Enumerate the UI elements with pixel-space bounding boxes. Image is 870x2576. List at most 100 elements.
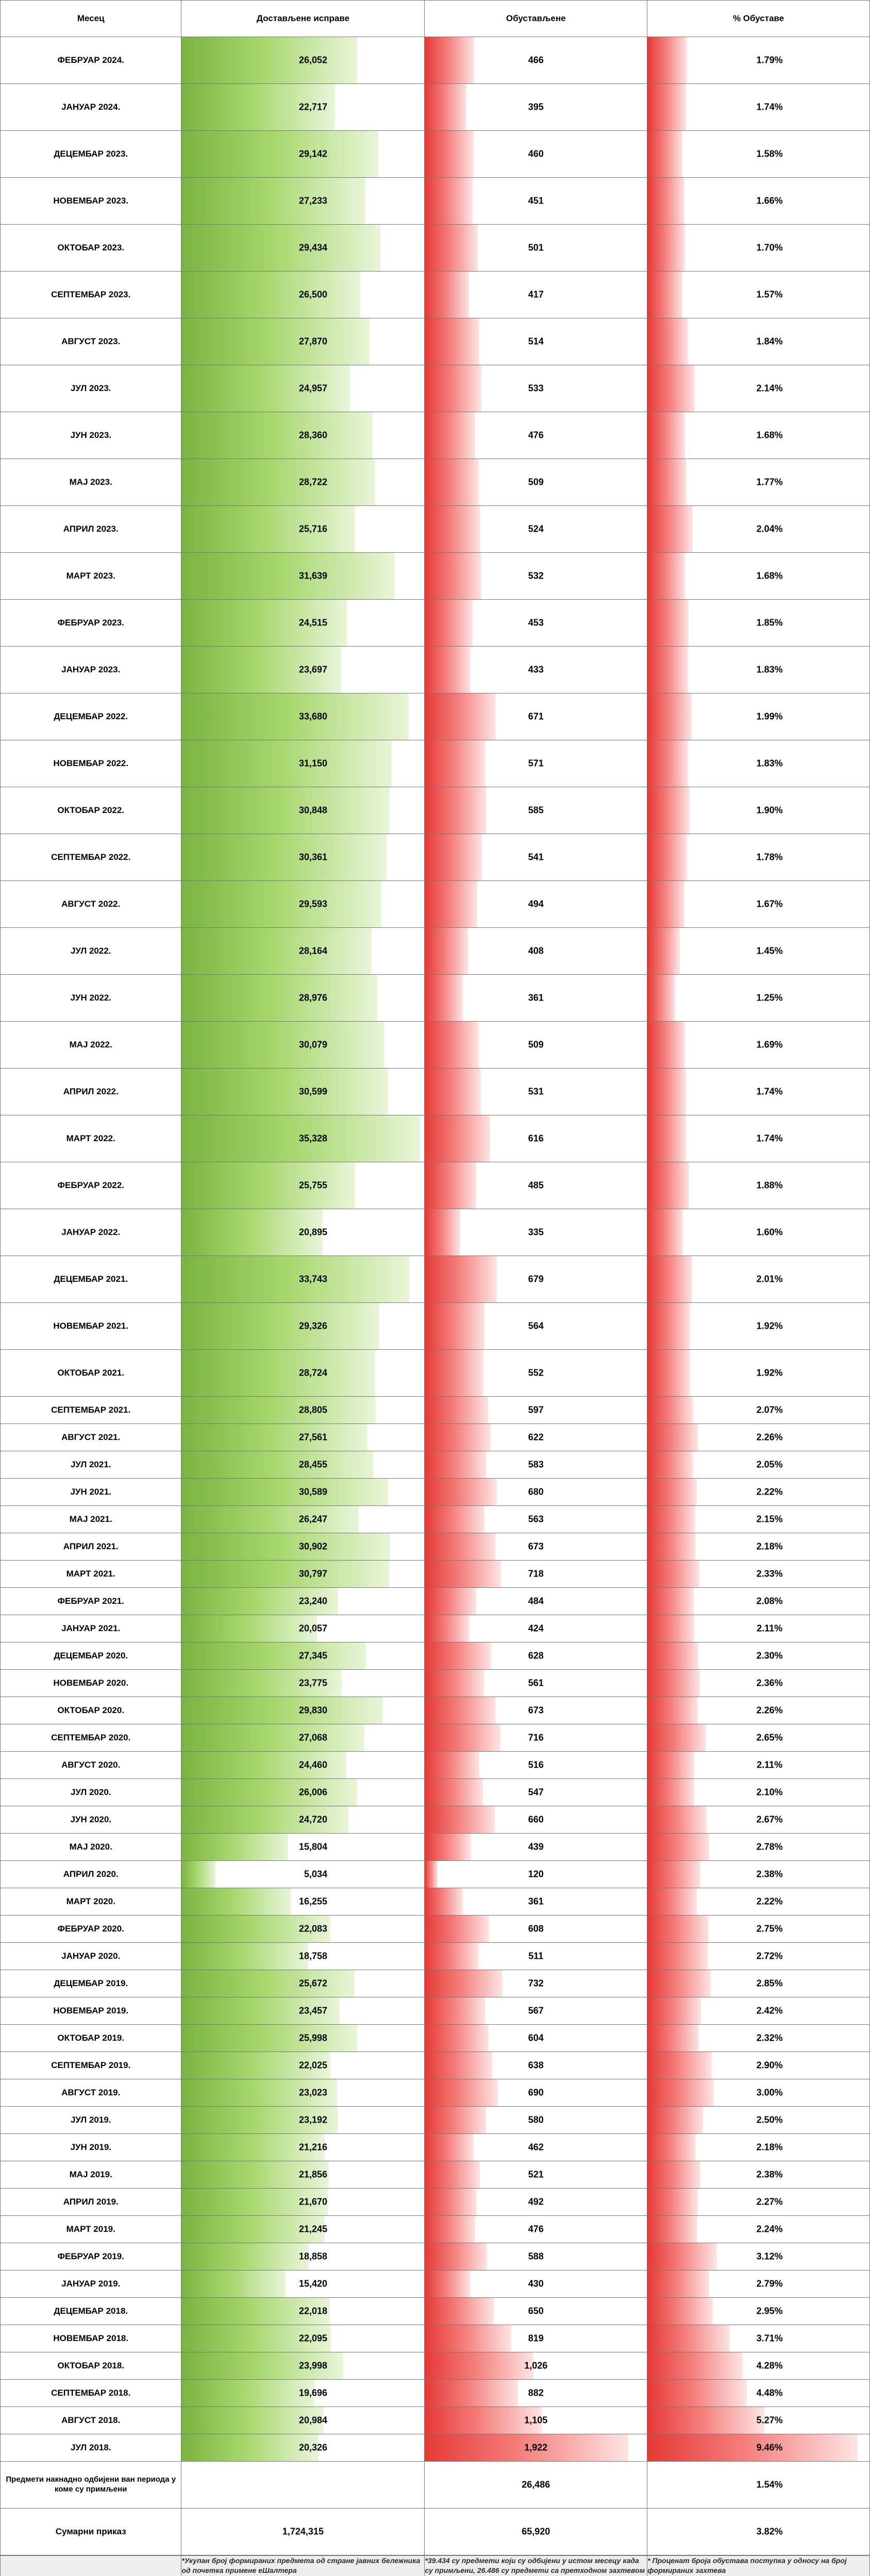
stops-bar bbox=[425, 1697, 496, 1724]
stops-bar bbox=[425, 2270, 470, 2297]
stops-bar bbox=[425, 1424, 491, 1451]
month-label: ЈУЛ 2021. bbox=[1, 1460, 181, 1470]
month-label: ЈАНУАР 2022. bbox=[1, 1227, 181, 1238]
pct-value: 2.42% bbox=[757, 2006, 783, 2016]
docs-value: 33,743 bbox=[299, 1274, 327, 1285]
month-label: ЈУН 2019. bbox=[1, 2142, 181, 2153]
table-row: ДЕЦЕМБАР 2018.22,0186502.95% bbox=[1, 2298, 870, 2325]
stops-bar bbox=[425, 1888, 463, 1915]
docs-value: 22,018 bbox=[299, 2306, 327, 2317]
docs-bar bbox=[181, 2434, 319, 2461]
docs-bar bbox=[181, 272, 360, 318]
stops-bar bbox=[425, 1806, 494, 1833]
stops-bar bbox=[425, 1069, 481, 1115]
month-label: МАРТ 2022. bbox=[1, 1133, 181, 1144]
stops-bar bbox=[425, 1861, 438, 1888]
pct-value: 2.36% bbox=[757, 1678, 783, 1689]
pct-value: 2.04% bbox=[757, 524, 783, 535]
table-row: СЕПТЕМБАР 2018.19,6968824.48% bbox=[1, 2380, 870, 2407]
table-row: ЈУЛ 2018.20,3261,9229.46% bbox=[1, 2434, 870, 2462]
docs-bar bbox=[181, 881, 381, 927]
table-row: АПРИЛ 2023.25,7165242.04% bbox=[1, 506, 870, 553]
month-label: АПРИЛ 2023. bbox=[1, 524, 181, 534]
pct-value: 2.15% bbox=[757, 1514, 783, 1525]
docs-bar bbox=[181, 225, 380, 271]
month-label: ЈАНУАР 2020. bbox=[1, 1951, 181, 1961]
stops-value: 588 bbox=[528, 2251, 544, 2262]
month-label: МАРТ 2023. bbox=[1, 571, 181, 581]
stops-value: 476 bbox=[528, 2224, 544, 2235]
footnote-stops: *39.434 су предмети који су одбијени у и… bbox=[425, 2556, 647, 2576]
pct-bar bbox=[647, 600, 689, 646]
pct-bar bbox=[647, 1615, 694, 1642]
table-row: АПРИЛ 2022.30,5995311.74% bbox=[1, 1069, 870, 1115]
pct-value: 1.90% bbox=[757, 805, 783, 816]
stops-value: 476 bbox=[528, 430, 544, 441]
stops-value: 628 bbox=[528, 1651, 544, 1662]
totals-stops: 65,920 bbox=[522, 2527, 550, 2537]
stops-value: 622 bbox=[528, 1432, 544, 1443]
pct-bar bbox=[647, 1479, 697, 1505]
table-row: НОВЕМБАР 2020.23,7755612.36% bbox=[1, 1670, 870, 1697]
stops-value: 433 bbox=[528, 665, 544, 675]
table-row: ЈУЛ 2020.26,0065472.10% bbox=[1, 1779, 870, 1806]
stops-bar bbox=[425, 506, 480, 552]
stops-value: 541 bbox=[528, 852, 544, 863]
table-row: АВГУСТ 2018.20,9841,1055.27% bbox=[1, 2407, 870, 2434]
docs-value: 21,856 bbox=[299, 2170, 327, 2180]
table-row: НОВЕМБАР 2023.27,2334511.66% bbox=[1, 178, 870, 225]
table-row: МАРТ 2022.35,3286161.74% bbox=[1, 1115, 870, 1162]
month-label: ФЕБРУАР 2022. bbox=[1, 1180, 181, 1191]
docs-value: 31,639 bbox=[299, 571, 327, 582]
docs-value: 30,361 bbox=[299, 852, 327, 863]
pct-bar bbox=[647, 1670, 700, 1697]
docs-value: 24,460 bbox=[299, 1760, 327, 1771]
pct-value: 3.71% bbox=[757, 2333, 783, 2344]
table-row: АВГУСТ 2023.27,8705141.84% bbox=[1, 318, 870, 365]
docs-value: 29,326 bbox=[299, 1321, 327, 1332]
table-row: ЈУЛ 2022.28,1644081.45% bbox=[1, 928, 870, 975]
table-row: ДЕЦЕМБАР 2023.29,1424601.58% bbox=[1, 131, 870, 178]
pct-value: 2.14% bbox=[757, 383, 783, 394]
docs-bar bbox=[181, 2243, 309, 2270]
pct-bar bbox=[647, 1806, 707, 1833]
header-docs: Достављене исправе bbox=[181, 1, 425, 37]
docs-value: 24,957 bbox=[299, 383, 327, 394]
table-row: МАЈ 2020.15,8044392.78% bbox=[1, 1834, 870, 1861]
table-row: АВГУСТ 2020.24,4605162.11% bbox=[1, 1752, 870, 1779]
stops-bar bbox=[425, 1506, 484, 1533]
month-label: НОВЕМБАР 2022. bbox=[1, 758, 181, 769]
stops-bar bbox=[425, 2079, 498, 2106]
month-label: СЕПТЕМБАР 2023. bbox=[1, 290, 181, 300]
docs-value: 23,023 bbox=[299, 2088, 327, 2098]
table-row: ЈАНУАР 2022.20,8953351.60% bbox=[1, 1209, 870, 1256]
stops-value: 531 bbox=[528, 1087, 544, 1097]
pct-bar bbox=[647, 2134, 696, 2161]
pct-bar bbox=[647, 131, 682, 177]
pct-bar bbox=[647, 2407, 764, 2434]
docs-value: 30,902 bbox=[299, 1541, 327, 1552]
stops-value: 1,105 bbox=[524, 2415, 547, 2426]
month-label: НОВЕМБАР 2023. bbox=[1, 196, 181, 206]
docs-value: 24,515 bbox=[299, 618, 327, 629]
stops-bar bbox=[425, 1397, 488, 1423]
stops-bar bbox=[425, 1022, 478, 1068]
month-label: АВГУСТ 2020. bbox=[1, 1760, 181, 1770]
stops-value: 509 bbox=[528, 1040, 544, 1050]
docs-value: 35,328 bbox=[299, 1133, 327, 1144]
month-label: МАЈ 2019. bbox=[1, 2170, 181, 2180]
stops-value: 552 bbox=[528, 1368, 544, 1379]
docs-value: 20,326 bbox=[299, 2443, 327, 2453]
table-row: НОВЕМБАР 2019.23,4575672.42% bbox=[1, 1997, 870, 2025]
stops-bar bbox=[425, 600, 473, 646]
table-row: ДЕЦЕМБАР 2022.33,6806711.99% bbox=[1, 693, 870, 740]
docs-bar bbox=[181, 834, 386, 880]
month-label: МАЈ 2020. bbox=[1, 1842, 181, 1852]
docs-value: 25,672 bbox=[299, 1978, 327, 1989]
docs-bar bbox=[181, 1697, 382, 1724]
docs-value: 23,775 bbox=[299, 1678, 327, 1689]
stops-bar bbox=[425, 365, 481, 412]
month-label: ОКТОБАР 2019. bbox=[1, 2033, 181, 2043]
month-label: ОКТОБАР 2020. bbox=[1, 1705, 181, 1716]
docs-bar bbox=[181, 2025, 357, 2052]
